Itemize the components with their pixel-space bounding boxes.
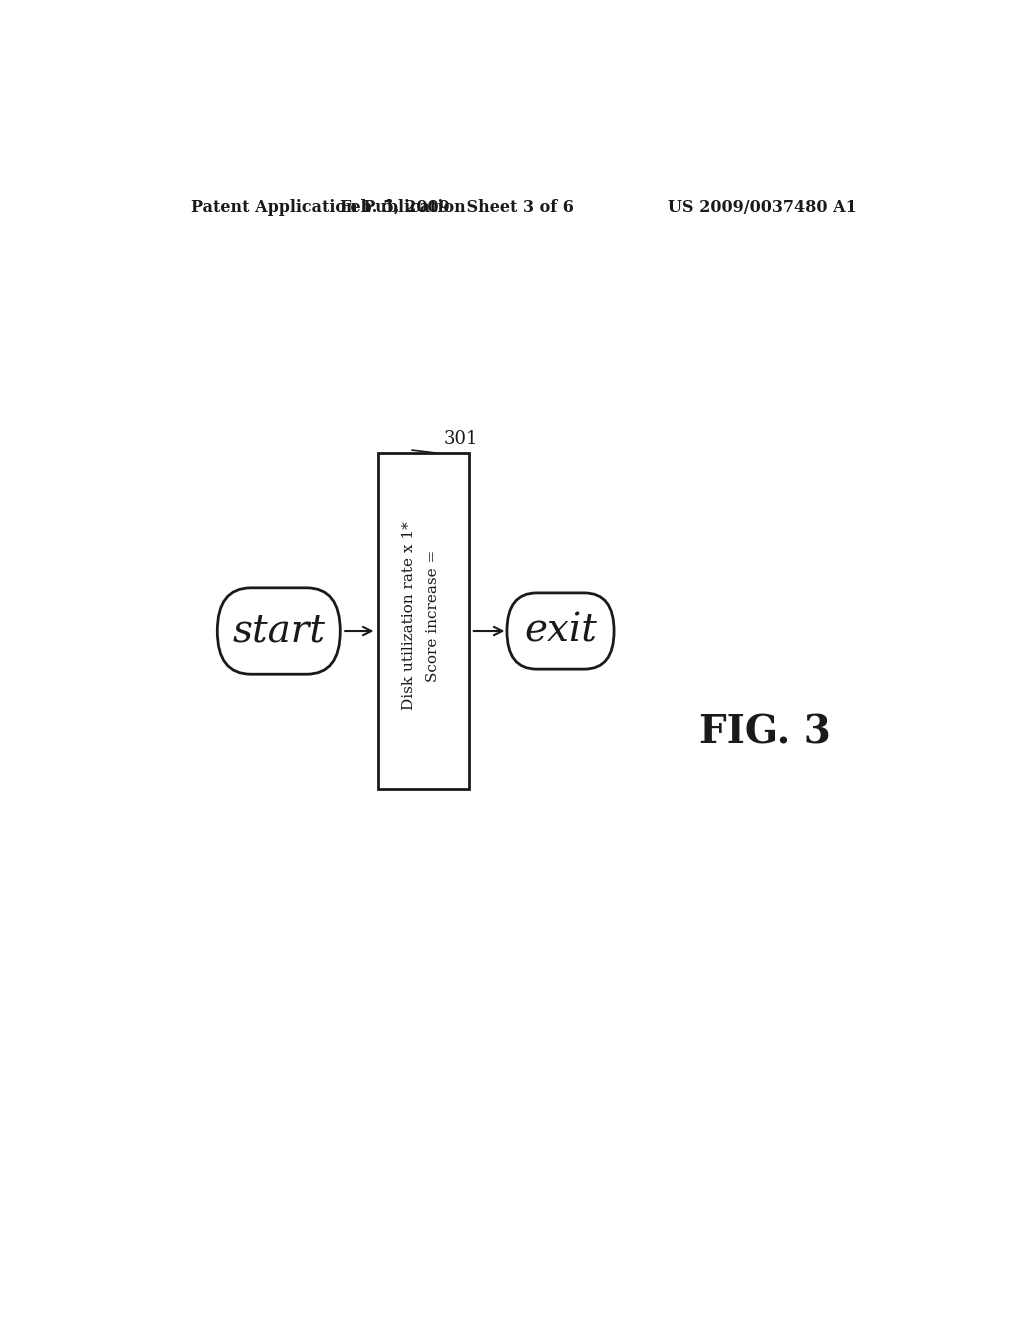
Text: Disk utilization rate x 1*: Disk utilization rate x 1*: [402, 521, 417, 710]
Text: Patent Application Publication: Patent Application Publication: [191, 199, 466, 215]
Text: 301: 301: [443, 430, 478, 447]
Text: Feb. 5, 2009   Sheet 3 of 6: Feb. 5, 2009 Sheet 3 of 6: [340, 199, 574, 215]
Bar: [378, 453, 469, 788]
Text: FIG. 3: FIG. 3: [699, 714, 831, 751]
Text: exit: exit: [524, 612, 597, 649]
Text: start: start: [232, 612, 326, 649]
Text: US 2009/0037480 A1: US 2009/0037480 A1: [669, 199, 857, 215]
Text: Score increase =: Score increase =: [426, 549, 440, 682]
